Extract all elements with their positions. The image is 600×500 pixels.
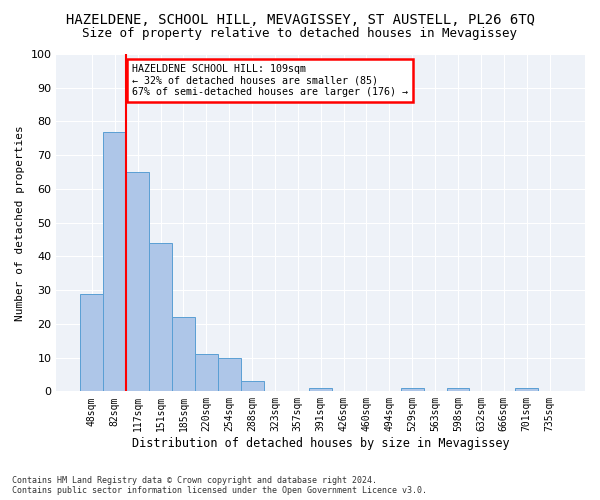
Bar <box>515 388 538 392</box>
Text: HAZELDENE SCHOOL HILL: 109sqm
← 32% of detached houses are smaller (85)
67% of s: HAZELDENE SCHOOL HILL: 109sqm ← 32% of d… <box>132 64 408 98</box>
Text: Contains HM Land Registry data © Crown copyright and database right 2024.
Contai: Contains HM Land Registry data © Crown c… <box>12 476 427 495</box>
Y-axis label: Number of detached properties: Number of detached properties <box>15 125 25 320</box>
Bar <box>126 172 149 392</box>
Bar <box>309 388 332 392</box>
Bar <box>218 358 241 392</box>
Bar <box>172 317 195 392</box>
Text: Size of property relative to detached houses in Mevagissey: Size of property relative to detached ho… <box>83 28 517 40</box>
Bar <box>103 132 126 392</box>
Bar <box>401 388 424 392</box>
Bar <box>241 381 263 392</box>
Bar <box>149 243 172 392</box>
X-axis label: Distribution of detached houses by size in Mevagissey: Distribution of detached houses by size … <box>132 437 509 450</box>
Bar <box>80 294 103 392</box>
Text: HAZELDENE, SCHOOL HILL, MEVAGISSEY, ST AUSTELL, PL26 6TQ: HAZELDENE, SCHOOL HILL, MEVAGISSEY, ST A… <box>65 12 535 26</box>
Bar <box>195 354 218 392</box>
Bar <box>446 388 469 392</box>
